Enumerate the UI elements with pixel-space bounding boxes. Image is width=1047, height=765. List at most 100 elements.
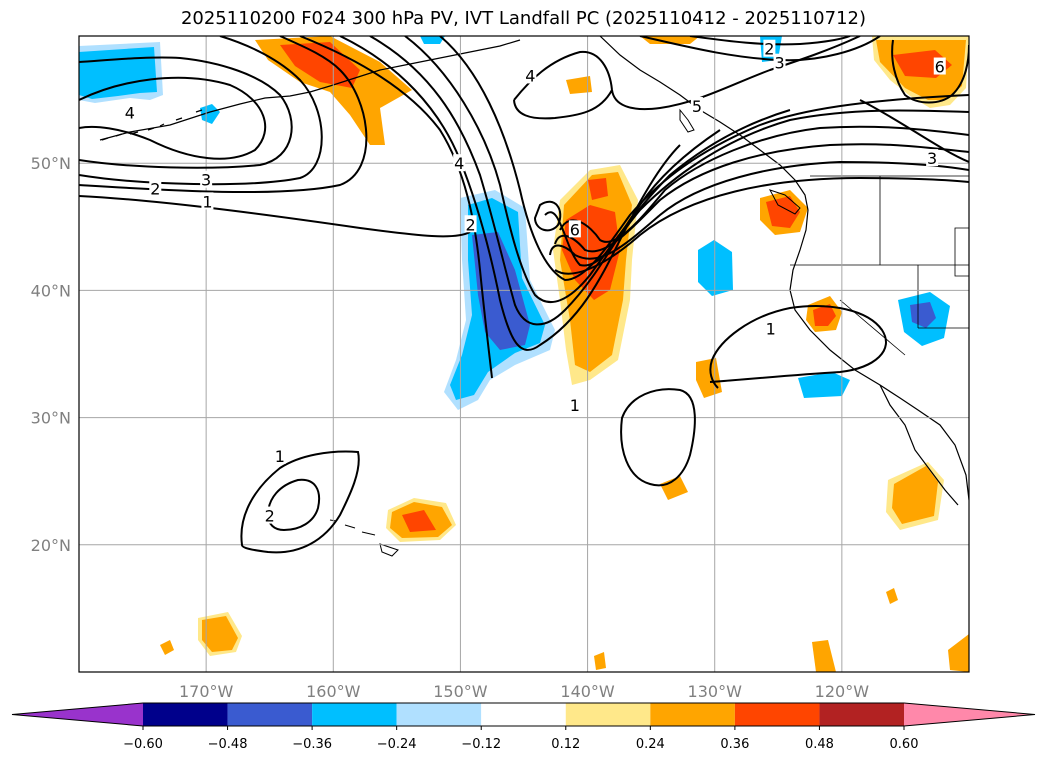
pv-contour-2-north (689, 36, 851, 46)
colorbar-label: −0.12 (461, 737, 501, 752)
us-west-coast (789, 209, 969, 501)
lon-tick-label: 130°W (688, 682, 743, 701)
colorbar-label: −0.36 (292, 737, 332, 752)
vancouver-island (768, 189, 801, 215)
colorbar-label: 0.36 (720, 737, 749, 752)
longitude-labels: 170°W 160°W 150°W 140°W 130°W 120°W (179, 682, 869, 701)
contour-label-bg (568, 395, 581, 413)
lon-tick-label: 150°W (433, 682, 488, 701)
aleutian-islands (101, 109, 203, 141)
lat-tick-label: 40°N (31, 281, 71, 300)
colorbar-bin (143, 703, 228, 726)
pos-field-south (660, 476, 688, 500)
colorbar-extend-min (12, 703, 143, 726)
colorbar-label: 0.12 (551, 737, 580, 752)
colorbar-label: 0.60 (890, 737, 919, 752)
contour-label: 3 (201, 171, 211, 190)
lon-tick-label: 140°W (560, 682, 615, 701)
pos-field-hawaii-ne-red (402, 510, 436, 532)
pv-contour-jet-8 (554, 143, 969, 253)
pv-contour-2-sw (266, 478, 320, 532)
alaska-coast (99, 39, 521, 141)
colorbar-bin (481, 703, 566, 726)
contour-label-bg (149, 179, 162, 197)
contour-label: 6 (570, 220, 580, 239)
neg-field-east-c (798, 372, 850, 398)
lon-tick-label: 170°W (179, 682, 234, 701)
pv-contour-1-east (709, 305, 887, 389)
contour-label: 4 (125, 103, 135, 122)
contour-label-bg (568, 220, 581, 238)
pv-contour-jet-7 (559, 125, 969, 243)
contour-label-bg (464, 215, 477, 233)
contour-label-bg (273, 446, 286, 464)
pv-contour-1-south (620, 388, 696, 487)
neg-field-main-dark (472, 232, 530, 350)
pos-field-mid (696, 358, 722, 398)
colorbar-bin (734, 703, 820, 726)
contour-label: 6 (935, 58, 945, 77)
pos-field-alaska-top (640, 36, 700, 44)
contour-label-bg (263, 506, 276, 524)
neg-field-east-b-core (910, 302, 936, 328)
colorbar-label: −0.24 (377, 737, 417, 752)
pos-field-sw-core (202, 616, 238, 652)
pos-field-se-core (892, 466, 938, 524)
pv-contour-4-north-b (513, 89, 613, 120)
pv-contour-jet-6 (544, 109, 969, 267)
pv-contour-trough-loop (533, 200, 562, 232)
contour-label: 1 (570, 396, 580, 415)
neg-field-east-a (698, 240, 733, 296)
colorbar: −0.60 −0.48 −0.36 −0.24 −0.12 0.12 0.24 0.36 0.4… (11, 702, 1036, 752)
pv-contour-4-west (79, 76, 267, 160)
contour-label-bg (524, 66, 537, 84)
pv-contour-1-sw (240, 450, 360, 554)
contour-label-bg (926, 149, 939, 167)
contour-label-bg (933, 57, 946, 75)
us-borders (790, 175, 969, 356)
pv-contour-jet-9 (549, 160, 969, 260)
pv-contour-jet-10 (554, 176, 969, 275)
colorbar-bin (565, 703, 651, 726)
contour-label: 1 (766, 320, 776, 339)
pv-contour-jet-3 (369, 36, 721, 326)
colorbar-label: 0.48 (805, 737, 834, 752)
colorbar-label: −0.48 (208, 737, 248, 752)
pv-contour-3-west (79, 56, 293, 169)
colorbar-label: −0.60 (123, 737, 163, 752)
pos-field-norcal-red (813, 304, 836, 326)
pv-contours (79, 36, 969, 554)
pv-contour-3-ne (859, 99, 969, 163)
colorbar-bin (819, 703, 904, 726)
lat-tick-label: 20°N (31, 536, 71, 555)
latitude-labels: 20°N 30°N 40°N 50°N (31, 154, 71, 555)
contour-label: 3 (774, 54, 784, 73)
contour-label: 2 (265, 507, 275, 526)
lon-tick-label: 160°W (306, 682, 361, 701)
contour-label: 1 (275, 447, 285, 466)
colorbar-bin (312, 703, 397, 726)
contour-label: 4 (454, 154, 464, 173)
chart-title: 2025110200 F024 300 hPa PV, IVT Landfall… (180, 8, 867, 29)
colorbar-bin (396, 703, 482, 726)
contour-label: 5 (692, 97, 702, 116)
pos-field-secorner (948, 634, 969, 672)
colorbar-bin (227, 703, 313, 726)
pos-field-tiny-c (594, 652, 606, 670)
neg-field-nw-core (79, 47, 157, 99)
contour-label: 1 (202, 192, 212, 211)
pos-field-sse (812, 640, 836, 672)
map-frame (78, 35, 970, 673)
lat-tick-label: 30°N (31, 409, 71, 428)
contour-label-bg (200, 170, 213, 188)
contour-label-bg (453, 154, 466, 172)
pv-contour-2-mid (79, 36, 368, 194)
contour-label-bg (123, 103, 136, 121)
contour-label-bg (763, 39, 776, 57)
neg-field-small (200, 104, 220, 124)
haida-gwaii (679, 108, 695, 133)
colorbar-label: 0.24 (636, 737, 665, 752)
contour-label: 4 (525, 66, 535, 85)
